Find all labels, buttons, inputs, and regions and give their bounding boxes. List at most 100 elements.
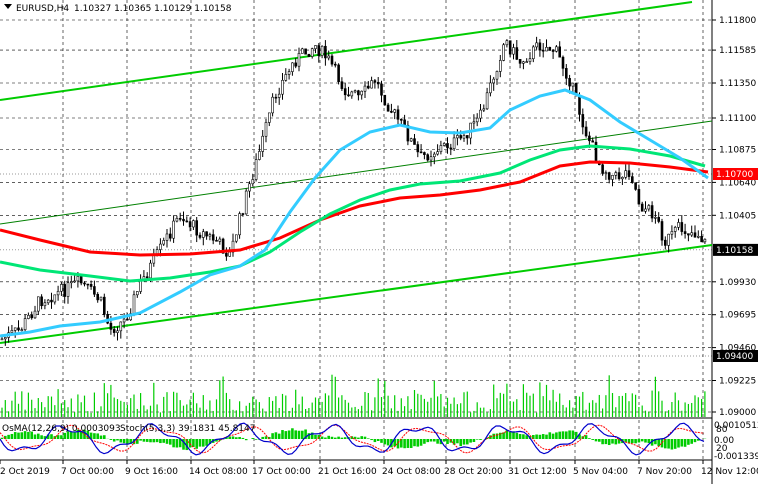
candle-body (215, 239, 218, 242)
osma-bar (459, 439, 462, 447)
symbol-dropdown-icon[interactable] (4, 4, 12, 9)
candle-body (538, 42, 542, 51)
osma-bar (660, 439, 664, 448)
price-axis: 1.11800 1.11585 1.11350 1.11100 1.10875 1.106… (712, 16, 756, 418)
candle-body (551, 50, 555, 52)
osma-bar (485, 437, 489, 439)
price-tag-label: 1.09400 (716, 352, 753, 362)
osma-bar (492, 433, 495, 439)
osma-bar (334, 437, 337, 439)
candle-body (495, 71, 499, 80)
candle-body (690, 232, 694, 236)
time-tick-label: 14 Oct 08:00 (189, 467, 248, 477)
osma-bar (611, 439, 614, 444)
price-tick-label: 1.09930 (719, 278, 756, 288)
osma-bar (515, 432, 519, 439)
candle-body (663, 239, 667, 246)
time-tick-label: 5 Nov 04:00 (573, 467, 628, 477)
osma-bar (0, 437, 4, 439)
candle-body (93, 286, 96, 295)
osma-bar (96, 433, 99, 439)
osma-bar (456, 439, 459, 444)
osma-bar (172, 439, 175, 448)
candle-body (225, 253, 228, 257)
candle-body (235, 234, 238, 242)
osma-bar (192, 439, 195, 447)
osma-bar (396, 439, 400, 449)
osma-bar (436, 439, 439, 444)
osma-bar (228, 436, 231, 439)
channel-mid-line[interactable] (0, 120, 713, 225)
candle-body (416, 144, 420, 153)
osma-bar (310, 432, 314, 439)
candle-body (426, 154, 430, 161)
candle-body (439, 145, 443, 152)
candle-body (218, 238, 222, 242)
candle-body (630, 176, 634, 183)
candlesticks (0, 36, 707, 346)
candle-body (145, 276, 149, 279)
candle-body (79, 276, 83, 284)
osma-bar (693, 439, 697, 443)
osma-bar (165, 439, 169, 444)
candle-body (70, 281, 73, 284)
candle-body (13, 327, 17, 331)
candle-body (304, 48, 307, 55)
candle-body (462, 135, 466, 139)
osma-bar (558, 431, 561, 439)
osma-bar (277, 433, 281, 439)
candle-body (564, 68, 568, 79)
osma-bar (673, 439, 677, 449)
osma-bar (152, 439, 156, 443)
osma-label: OsMA(12,26,9) 0.0003093 (2, 424, 121, 434)
osma-bar (409, 439, 413, 448)
osma-bar (231, 436, 235, 439)
candle-body (244, 190, 248, 215)
osma-bar (518, 433, 522, 439)
osma-bar (202, 439, 205, 447)
candle-body (611, 175, 614, 180)
osma-bar (353, 436, 357, 439)
osma-bar (647, 439, 651, 444)
osma-bar (598, 439, 601, 442)
candle-body (343, 88, 347, 96)
candle-body (535, 42, 538, 48)
osma-bar (386, 439, 390, 446)
osma-bar (225, 436, 228, 439)
candle-body (442, 143, 446, 146)
candle-body (578, 94, 581, 115)
candle-body (300, 48, 304, 54)
osma-bar (264, 436, 268, 439)
candle-body (548, 46, 552, 51)
osma-bar (254, 439, 258, 440)
candle-body (297, 53, 301, 67)
osma-bar (294, 430, 297, 439)
candle-body (353, 90, 357, 93)
stoch-level-label: 20 (716, 444, 728, 454)
osma-bar (363, 436, 367, 439)
candle-body (119, 321, 123, 332)
candle-body (383, 94, 387, 106)
osma-bar (20, 432, 24, 439)
candle-body (159, 243, 162, 250)
stoch-signal-line (0, 424, 705, 454)
osma-bar (574, 431, 578, 439)
candle-body (333, 63, 337, 66)
channel-lower-line[interactable] (0, 244, 713, 344)
osma-bar (588, 438, 591, 439)
osma-bar (13, 432, 17, 439)
candle-body (373, 80, 377, 83)
candle-body (192, 220, 195, 228)
candle-body (627, 170, 631, 177)
candle-body (294, 62, 298, 67)
candle-body (162, 240, 165, 245)
osma-bar (205, 439, 208, 446)
candle-body (63, 284, 67, 297)
osma-bar (103, 435, 106, 439)
channel-upper-line[interactable] (0, 1, 693, 101)
candle-body (271, 96, 274, 114)
candle-body (541, 49, 545, 52)
